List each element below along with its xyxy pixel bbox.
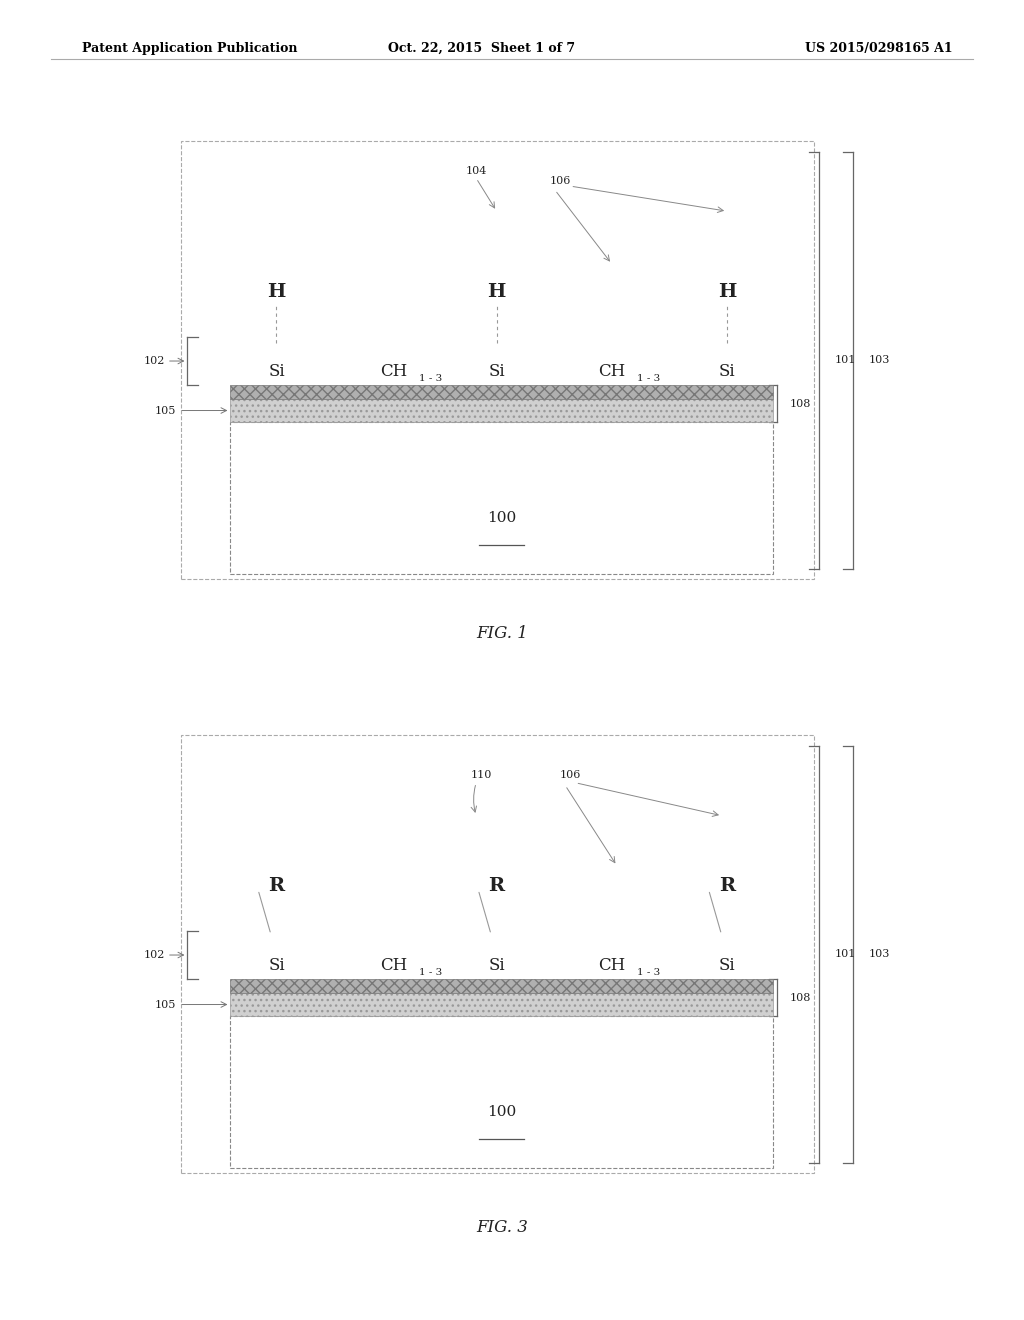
Text: 108: 108	[790, 993, 811, 1003]
Text: 106: 106	[560, 770, 581, 780]
Bar	[230, 993, 773, 1016]
Text: 110: 110	[471, 770, 492, 780]
Text: 108: 108	[790, 399, 811, 409]
Text: Patent Application Publication: Patent Application Publication	[82, 42, 297, 55]
Text: Si: Si	[268, 957, 285, 974]
Text: 104: 104	[466, 165, 486, 176]
Text: 1 - 3: 1 - 3	[420, 968, 442, 977]
Text: 105: 105	[155, 999, 176, 1010]
Bar	[181, 141, 814, 579]
Text: H: H	[718, 282, 736, 301]
Text: 101: 101	[835, 355, 856, 366]
Bar	[181, 735, 814, 1173]
Bar	[230, 979, 773, 993]
Text: CH: CH	[598, 363, 626, 380]
Text: R: R	[488, 876, 505, 895]
Text: 100: 100	[487, 511, 516, 525]
Text: US 2015/0298165 A1: US 2015/0298165 A1	[805, 42, 952, 55]
Text: 102: 102	[143, 950, 165, 960]
Text: 1 - 3: 1 - 3	[420, 374, 442, 383]
Text: 1 - 3: 1 - 3	[637, 968, 660, 977]
Text: FIG. 1: FIG. 1	[476, 626, 527, 642]
Text: 101: 101	[835, 949, 856, 960]
Text: 106: 106	[550, 176, 570, 186]
Bar	[230, 422, 773, 574]
Text: 103: 103	[868, 355, 890, 366]
Text: FIG. 3: FIG. 3	[476, 1220, 527, 1236]
Text: Si: Si	[719, 363, 735, 380]
Text: 105: 105	[155, 405, 176, 416]
Text: H: H	[487, 282, 506, 301]
Text: R: R	[268, 876, 285, 895]
Text: H: H	[267, 282, 286, 301]
Text: Oct. 22, 2015  Sheet 1 of 7: Oct. 22, 2015 Sheet 1 of 7	[388, 42, 574, 55]
Text: Si: Si	[488, 363, 505, 380]
Text: 100: 100	[487, 1105, 516, 1119]
Text: Si: Si	[719, 957, 735, 974]
Bar	[230, 399, 773, 422]
Text: R: R	[719, 876, 735, 895]
Bar	[230, 385, 773, 399]
Text: 102: 102	[143, 356, 165, 366]
Text: 1 - 3: 1 - 3	[637, 374, 660, 383]
Bar	[230, 1016, 773, 1168]
Text: CH: CH	[380, 957, 408, 974]
Text: CH: CH	[380, 363, 408, 380]
Text: 103: 103	[868, 949, 890, 960]
Text: CH: CH	[598, 957, 626, 974]
Text: Si: Si	[488, 957, 505, 974]
Text: Si: Si	[268, 363, 285, 380]
